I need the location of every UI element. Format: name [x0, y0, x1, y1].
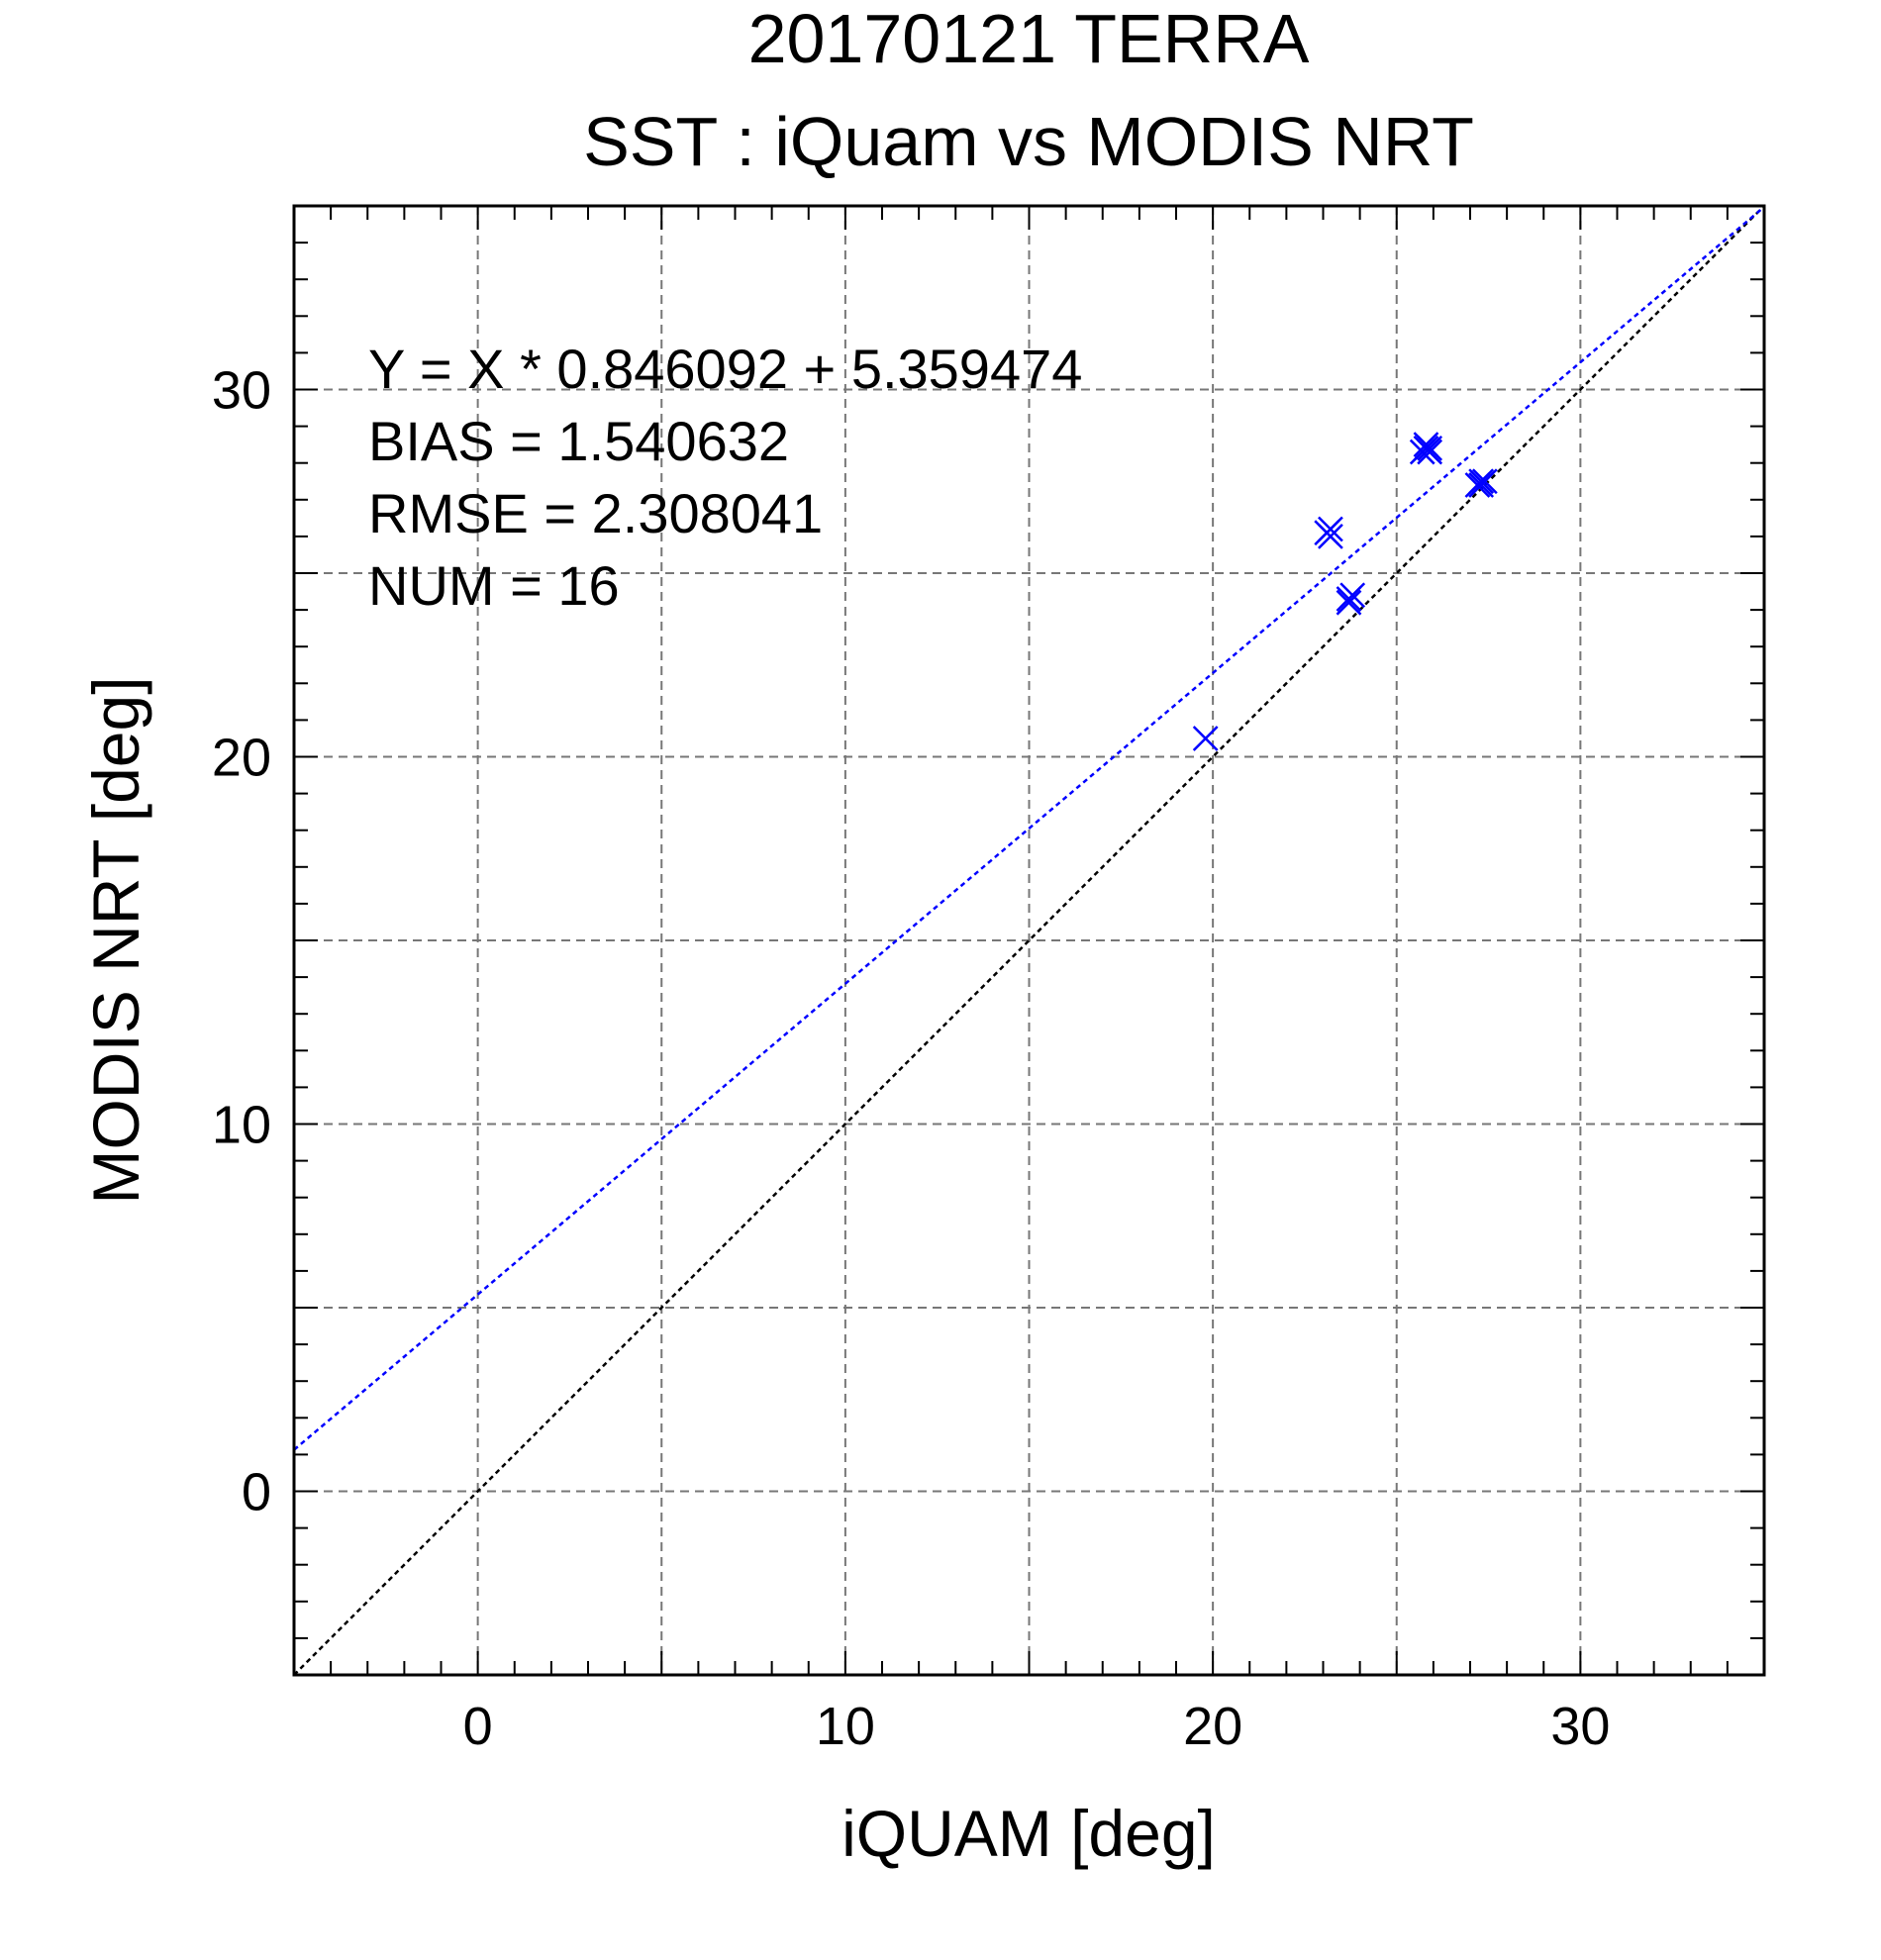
grid	[294, 206, 1764, 1675]
data-point	[1192, 726, 1219, 751]
stat-line: BIAS = 1.540632	[368, 410, 789, 472]
y-tick-labels: 0 10 20 30	[212, 361, 271, 1522]
stats-annotations: Y = X * 0.846092 + 5.359474 BIAS = 1.5406…	[368, 338, 1082, 617]
data-point	[1318, 516, 1343, 542]
x-tick-labels: 0 10 20 30	[463, 1697, 1611, 1756]
y-tick-label: 0	[242, 1463, 271, 1522]
data-point	[1471, 468, 1498, 495]
data-point	[1464, 472, 1491, 498]
plot-frame	[292, 204, 1766, 1677]
regression-line	[293, 206, 1765, 1451]
data-point	[1417, 435, 1443, 461]
stat-line: Y = X * 0.846092 + 5.359474	[368, 338, 1082, 400]
reference-lines	[293, 205, 1765, 1676]
data-points	[1192, 432, 1498, 751]
data-point	[1336, 586, 1362, 612]
y-axis-label: MODIS NRT [deg]	[79, 676, 152, 1204]
x-tick-label: 10	[816, 1697, 875, 1756]
y-tick-label: 10	[212, 1096, 271, 1155]
y-tick-label: 20	[212, 729, 271, 788]
data-point	[1417, 439, 1443, 465]
chart-title: 20170121 TERRA	[748, 0, 1310, 77]
stat-line: NUM = 16	[368, 554, 620, 617]
data-point	[1336, 589, 1362, 616]
x-axis-label: iQUAM [deg]	[842, 1797, 1216, 1870]
stat-line: RMSE = 2.308041	[368, 482, 823, 544]
x-tick-label: 30	[1550, 1697, 1610, 1756]
x-tick-label: 20	[1183, 1697, 1242, 1756]
data-point	[1318, 524, 1343, 549]
chart-subtitle: SST : iQuam vs MODIS NRT	[583, 103, 1474, 180]
y-tick-label: 30	[212, 361, 271, 421]
identity-line	[293, 205, 1765, 1676]
data-point	[1409, 439, 1436, 465]
x-tick-label: 0	[463, 1697, 493, 1756]
